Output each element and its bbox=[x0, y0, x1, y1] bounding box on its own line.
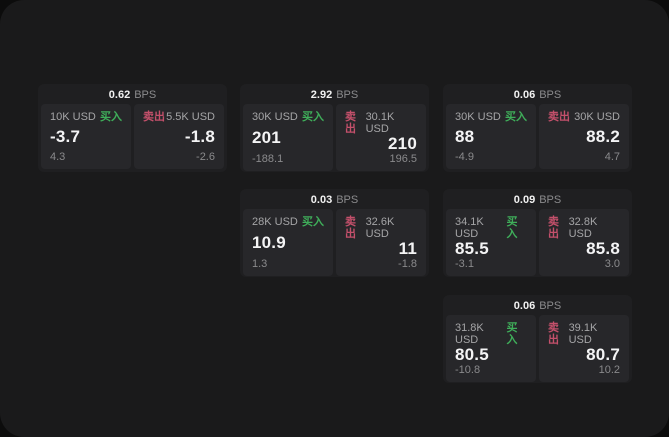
sell-delta: -1.8 bbox=[398, 258, 417, 270]
buy-amount: 10K USD bbox=[50, 111, 96, 123]
spread-value: 2.92 bbox=[310, 89, 333, 101]
buy-price: 80.5 bbox=[455, 345, 489, 364]
spread-header: 0.62 BPS bbox=[41, 87, 224, 104]
spread-value: 0.06 bbox=[513, 89, 536, 101]
buy-side-label: 买入 bbox=[505, 111, 527, 123]
sell-amount: 32.8K USD bbox=[568, 216, 598, 240]
sell-price: 11 bbox=[398, 239, 417, 258]
spread-header: 2.92 BPS bbox=[243, 87, 426, 104]
buy-side-label: 买入 bbox=[100, 111, 122, 123]
buy-delta: -3.1 bbox=[455, 258, 474, 270]
sell-side-label: 卖出 bbox=[548, 216, 559, 240]
buy-price: 88 bbox=[455, 127, 475, 146]
buy-price: 201 bbox=[252, 128, 281, 147]
sell-amount: 5.5K USD bbox=[166, 111, 215, 123]
sell-side-label: 卖出 bbox=[345, 216, 356, 240]
buy-panel[interactable]: 30K USD 买入 88 -4.9 bbox=[446, 104, 536, 169]
buy-side-label: 买入 bbox=[506, 216, 518, 240]
buy-amount: 28K USD bbox=[252, 216, 298, 228]
spread-header: 0.06 BPS bbox=[446, 298, 629, 315]
sell-amount: 32.6K USD bbox=[365, 216, 395, 240]
buy-side-label: 买入 bbox=[506, 322, 518, 346]
buy-amount: 30K USD bbox=[455, 111, 501, 123]
sell-panel[interactable]: 卖出 30.1K USD 210 196.5 bbox=[336, 104, 426, 171]
spread-value: 0.62 bbox=[108, 89, 131, 101]
buy-panel[interactable]: 30K USD 买入 201 -188.1 bbox=[243, 104, 333, 171]
quote-card-5: 0.09 BPS 34.1K USD 买入 85.5 -3.1 卖出 32.8K… bbox=[443, 189, 632, 277]
buy-side-label: 买入 bbox=[302, 111, 324, 123]
quote-card-1: 0.62 BPS 10K USD 买入 -3.7 4.3 卖出 5.5K USD… bbox=[38, 84, 227, 172]
buy-price: 85.5 bbox=[455, 239, 489, 258]
sell-price: -1.8 bbox=[184, 127, 215, 146]
sell-panel[interactable]: 卖出 39.1K USD 80.7 10.2 bbox=[539, 315, 629, 382]
spread-unit: BPS bbox=[336, 194, 359, 206]
sell-amount: 30K USD bbox=[574, 111, 620, 123]
spread-unit: BPS bbox=[539, 89, 562, 101]
buy-delta: 4.3 bbox=[50, 151, 66, 163]
spread-unit: BPS bbox=[539, 194, 562, 206]
spread-value: 0.06 bbox=[513, 300, 536, 312]
buy-delta: -4.9 bbox=[455, 151, 474, 163]
buy-delta: 1.3 bbox=[252, 258, 268, 270]
quote-card-4: 0.06 BPS 30K USD 买入 88 -4.9 卖出 30K USD 8… bbox=[443, 84, 632, 172]
quote-card-6: 0.06 BPS 31.8K USD 买入 80.5 -10.8 卖出 39.1… bbox=[443, 295, 632, 383]
sell-panel[interactable]: 卖出 30K USD 88.2 4.7 bbox=[539, 104, 629, 169]
buy-amount: 30K USD bbox=[252, 111, 298, 123]
sell-side-label: 卖出 bbox=[548, 111, 570, 123]
buy-price: -3.7 bbox=[50, 127, 81, 146]
spread-header: 0.06 BPS bbox=[446, 87, 629, 104]
quote-card-3: 0.03 BPS 28K USD 买入 10.9 1.3 卖出 32.6K US… bbox=[240, 189, 429, 277]
spread-header: 0.03 BPS bbox=[243, 192, 426, 209]
buy-panel[interactable]: 34.1K USD 买入 85.5 -3.1 bbox=[446, 209, 536, 276]
sell-amount: 39.1K USD bbox=[568, 322, 598, 346]
buy-side-label: 买入 bbox=[302, 216, 324, 228]
buy-amount: 34.1K USD bbox=[455, 216, 484, 240]
sell-delta: 3.0 bbox=[604, 258, 620, 270]
sell-price: 85.8 bbox=[586, 239, 620, 258]
sell-amount: 30.1K USD bbox=[365, 111, 395, 135]
buy-delta: -188.1 bbox=[252, 153, 284, 165]
buy-panel[interactable]: 31.8K USD 买入 80.5 -10.8 bbox=[446, 315, 536, 382]
sell-panel[interactable]: 卖出 32.6K USD 11 -1.8 bbox=[336, 209, 426, 276]
spread-unit: BPS bbox=[539, 300, 562, 312]
quote-card-2: 2.92 BPS 30K USD 买入 201 -188.1 卖出 30.1K … bbox=[240, 84, 429, 172]
sell-price: 88.2 bbox=[586, 127, 620, 146]
spread-value: 0.03 bbox=[310, 194, 333, 206]
buy-amount: 31.8K USD bbox=[455, 322, 484, 346]
sell-side-label: 卖出 bbox=[548, 322, 559, 346]
spread-unit: BPS bbox=[134, 89, 157, 101]
sell-side-label: 卖出 bbox=[143, 111, 165, 123]
spread-header: 0.09 BPS bbox=[446, 192, 629, 209]
sell-delta: -2.6 bbox=[196, 151, 215, 163]
buy-panel[interactable]: 28K USD 买入 10.9 1.3 bbox=[243, 209, 333, 276]
sell-delta: 10.2 bbox=[598, 364, 620, 376]
buy-delta: -10.8 bbox=[455, 364, 481, 376]
sell-price: 210 bbox=[388, 134, 417, 153]
sell-side-label: 卖出 bbox=[345, 111, 356, 135]
buy-price: 10.9 bbox=[252, 233, 286, 252]
spread-unit: BPS bbox=[336, 89, 359, 101]
sell-panel[interactable]: 卖出 32.8K USD 85.8 3.0 bbox=[539, 209, 629, 276]
sell-price: 80.7 bbox=[586, 345, 620, 364]
sell-panel[interactable]: 卖出 5.5K USD -1.8 -2.6 bbox=[134, 104, 224, 169]
spread-value: 0.09 bbox=[513, 194, 536, 206]
sell-delta: 4.7 bbox=[604, 151, 620, 163]
sell-delta: 196.5 bbox=[389, 153, 417, 165]
buy-panel[interactable]: 10K USD 买入 -3.7 4.3 bbox=[41, 104, 131, 169]
